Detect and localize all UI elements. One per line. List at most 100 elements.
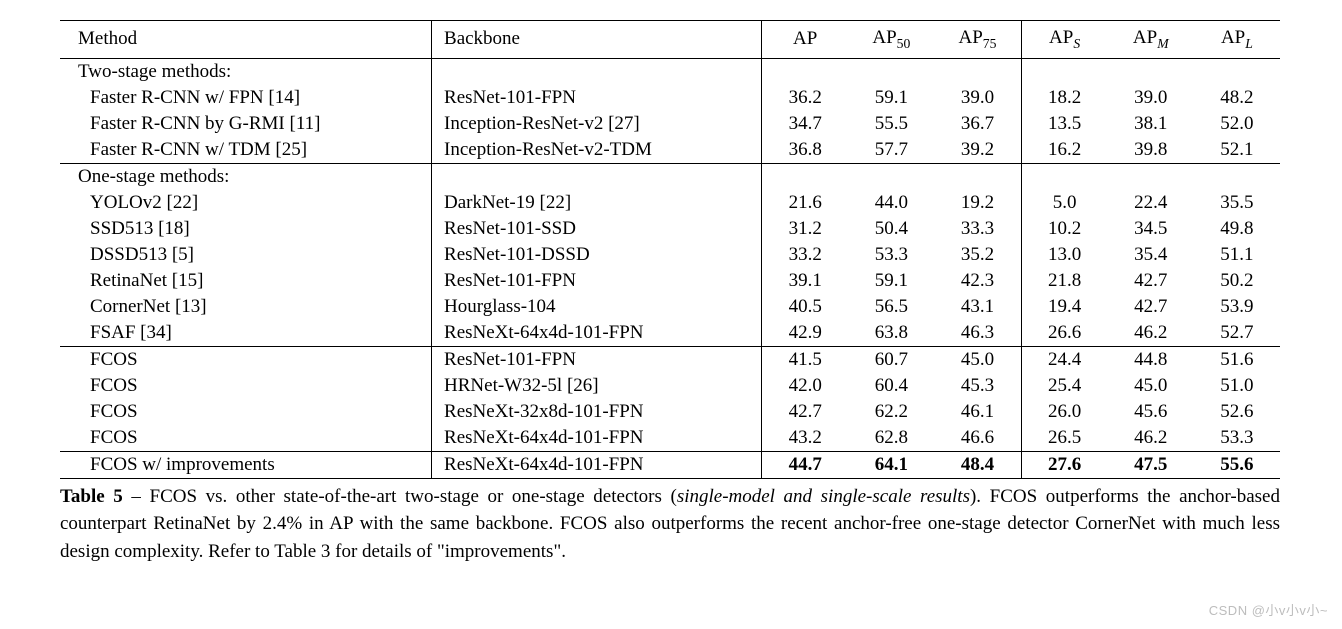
cell-backbone: Hourglass-104 [432, 294, 762, 320]
section-label-row: Two-stage methods: [60, 58, 1280, 85]
cell-apm: 45.0 [1108, 373, 1194, 399]
cell-apm: 47.5 [1108, 451, 1194, 478]
cell-ap75: 45.0 [934, 346, 1021, 373]
cell-ap50: 62.8 [848, 425, 934, 452]
table-row: CornerNet [13]Hourglass-10440.556.543.11… [60, 294, 1280, 320]
cell-method: Faster R-CNN w/ TDM [25] [60, 137, 432, 164]
cell-ap50: 62.2 [848, 399, 934, 425]
cell-ap75: 46.1 [934, 399, 1021, 425]
cell-apm: 22.4 [1108, 190, 1194, 216]
cell-apm: 42.7 [1108, 294, 1194, 320]
table-row: FCOSResNeXt-32x8d-101-FPN42.762.246.126.… [60, 399, 1280, 425]
cell-apl: 51.1 [1194, 242, 1280, 268]
cell-apl: 49.8 [1194, 216, 1280, 242]
cell-aps: 24.4 [1021, 346, 1108, 373]
cell-ap: 39.1 [762, 268, 849, 294]
cell-apl: 53.3 [1194, 425, 1280, 452]
cell-apl: 52.7 [1194, 320, 1280, 347]
cell-ap: 36.8 [762, 137, 849, 164]
results-table: Method Backbone AP AP50 AP75 APS APM APL… [60, 20, 1280, 479]
cell-ap: 44.7 [762, 451, 849, 478]
col-apl: APL [1194, 21, 1280, 59]
cell-aps: 26.5 [1021, 425, 1108, 452]
cell-ap50: 64.1 [848, 451, 934, 478]
cell-backbone: ResNeXt-64x4d-101-FPN [432, 451, 762, 478]
table-caption: Table 5 – FCOS vs. other state-of-the-ar… [60, 483, 1280, 566]
cell-ap50: 53.3 [848, 242, 934, 268]
cell-method: RetinaNet [15] [60, 268, 432, 294]
cell-ap75: 46.3 [934, 320, 1021, 347]
cell-apm: 39.0 [1108, 85, 1194, 111]
cell-method: SSD513 [18] [60, 216, 432, 242]
cell-aps: 18.2 [1021, 85, 1108, 111]
table-row: FCOSResNeXt-64x4d-101-FPN43.262.846.626.… [60, 425, 1280, 452]
cell-backbone: ResNeXt-32x8d-101-FPN [432, 399, 762, 425]
cell-apm: 44.8 [1108, 346, 1194, 373]
cell-ap: 33.2 [762, 242, 849, 268]
cell-ap: 40.5 [762, 294, 849, 320]
cell-ap50: 55.5 [848, 111, 934, 137]
cell-method: FSAF [34] [60, 320, 432, 347]
cell-method: DSSD513 [5] [60, 242, 432, 268]
col-aps: APS [1021, 21, 1108, 59]
cell-ap75: 33.3 [934, 216, 1021, 242]
table-row: FCOSHRNet-W32-5l [26]42.060.445.325.445.… [60, 373, 1280, 399]
cell-method: Faster R-CNN w/ FPN [14] [60, 85, 432, 111]
cell-backbone: ResNet-101-DSSD [432, 242, 762, 268]
cell-aps: 13.0 [1021, 242, 1108, 268]
cell-ap75: 48.4 [934, 451, 1021, 478]
col-method: Method [60, 21, 432, 59]
cell-backbone: ResNet-101-SSD [432, 216, 762, 242]
cell-ap50: 44.0 [848, 190, 934, 216]
cell-ap50: 60.4 [848, 373, 934, 399]
cell-method: FCOS [60, 399, 432, 425]
cell-apl: 53.9 [1194, 294, 1280, 320]
cell-method: Faster R-CNN by G-RMI [11] [60, 111, 432, 137]
cell-ap: 31.2 [762, 216, 849, 242]
cell-ap75: 19.2 [934, 190, 1021, 216]
cell-apm: 46.2 [1108, 320, 1194, 347]
cell-ap: 42.9 [762, 320, 849, 347]
cell-ap: 21.6 [762, 190, 849, 216]
cell-aps: 25.4 [1021, 373, 1108, 399]
cell-ap75: 43.1 [934, 294, 1021, 320]
cell-apm: 35.4 [1108, 242, 1194, 268]
cell-ap75: 45.3 [934, 373, 1021, 399]
cell-method: YOLOv2 [22] [60, 190, 432, 216]
table-row: YOLOv2 [22]DarkNet-19 [22]21.644.019.25.… [60, 190, 1280, 216]
cell-ap50: 57.7 [848, 137, 934, 164]
table-row: FSAF [34]ResNeXt-64x4d-101-FPN42.963.846… [60, 320, 1280, 347]
cell-aps: 5.0 [1021, 190, 1108, 216]
col-ap75: AP75 [934, 21, 1021, 59]
cell-ap75: 39.0 [934, 85, 1021, 111]
cell-backbone: ResNet-101-FPN [432, 346, 762, 373]
section-two-stage: Two-stage methods: [60, 58, 432, 85]
col-backbone: Backbone [432, 21, 762, 59]
cell-backbone: DarkNet-19 [22] [432, 190, 762, 216]
section-label-row: One-stage methods: [60, 163, 1280, 190]
cell-apl: 51.6 [1194, 346, 1280, 373]
cell-apl: 52.1 [1194, 137, 1280, 164]
cell-backbone: ResNet-101-FPN [432, 268, 762, 294]
cell-ap: 43.2 [762, 425, 849, 452]
cell-ap75: 35.2 [934, 242, 1021, 268]
cell-method: CornerNet [13] [60, 294, 432, 320]
cell-ap75: 42.3 [934, 268, 1021, 294]
cell-aps: 16.2 [1021, 137, 1108, 164]
cell-ap50: 63.8 [848, 320, 934, 347]
cell-apm: 34.5 [1108, 216, 1194, 242]
cell-ap: 36.2 [762, 85, 849, 111]
col-ap50: AP50 [848, 21, 934, 59]
cell-apl: 35.5 [1194, 190, 1280, 216]
cell-apl: 52.0 [1194, 111, 1280, 137]
cell-ap75: 46.6 [934, 425, 1021, 452]
cell-backbone: ResNeXt-64x4d-101-FPN [432, 320, 762, 347]
cell-backbone: HRNet-W32-5l [26] [432, 373, 762, 399]
cell-apl: 48.2 [1194, 85, 1280, 111]
cell-aps: 26.0 [1021, 399, 1108, 425]
section-one-stage: One-stage methods: [60, 163, 432, 190]
cell-method: FCOS [60, 425, 432, 452]
table-header-row: Method Backbone AP AP50 AP75 APS APM APL [60, 21, 1280, 59]
cell-ap50: 59.1 [848, 268, 934, 294]
cell-backbone: ResNeXt-64x4d-101-FPN [432, 425, 762, 452]
